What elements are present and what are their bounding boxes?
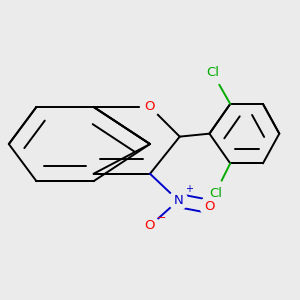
Circle shape [169, 191, 188, 210]
Text: O: O [145, 100, 155, 113]
Text: N: N [173, 194, 183, 207]
Circle shape [140, 98, 160, 116]
Text: +: + [185, 184, 194, 194]
Text: Cl: Cl [206, 66, 219, 79]
Circle shape [200, 197, 219, 216]
Text: O: O [145, 219, 155, 232]
Circle shape [203, 181, 228, 206]
Text: −: − [157, 213, 166, 224]
Text: Cl: Cl [209, 187, 222, 200]
Circle shape [140, 216, 160, 235]
Circle shape [200, 60, 225, 85]
Text: O: O [204, 200, 215, 213]
